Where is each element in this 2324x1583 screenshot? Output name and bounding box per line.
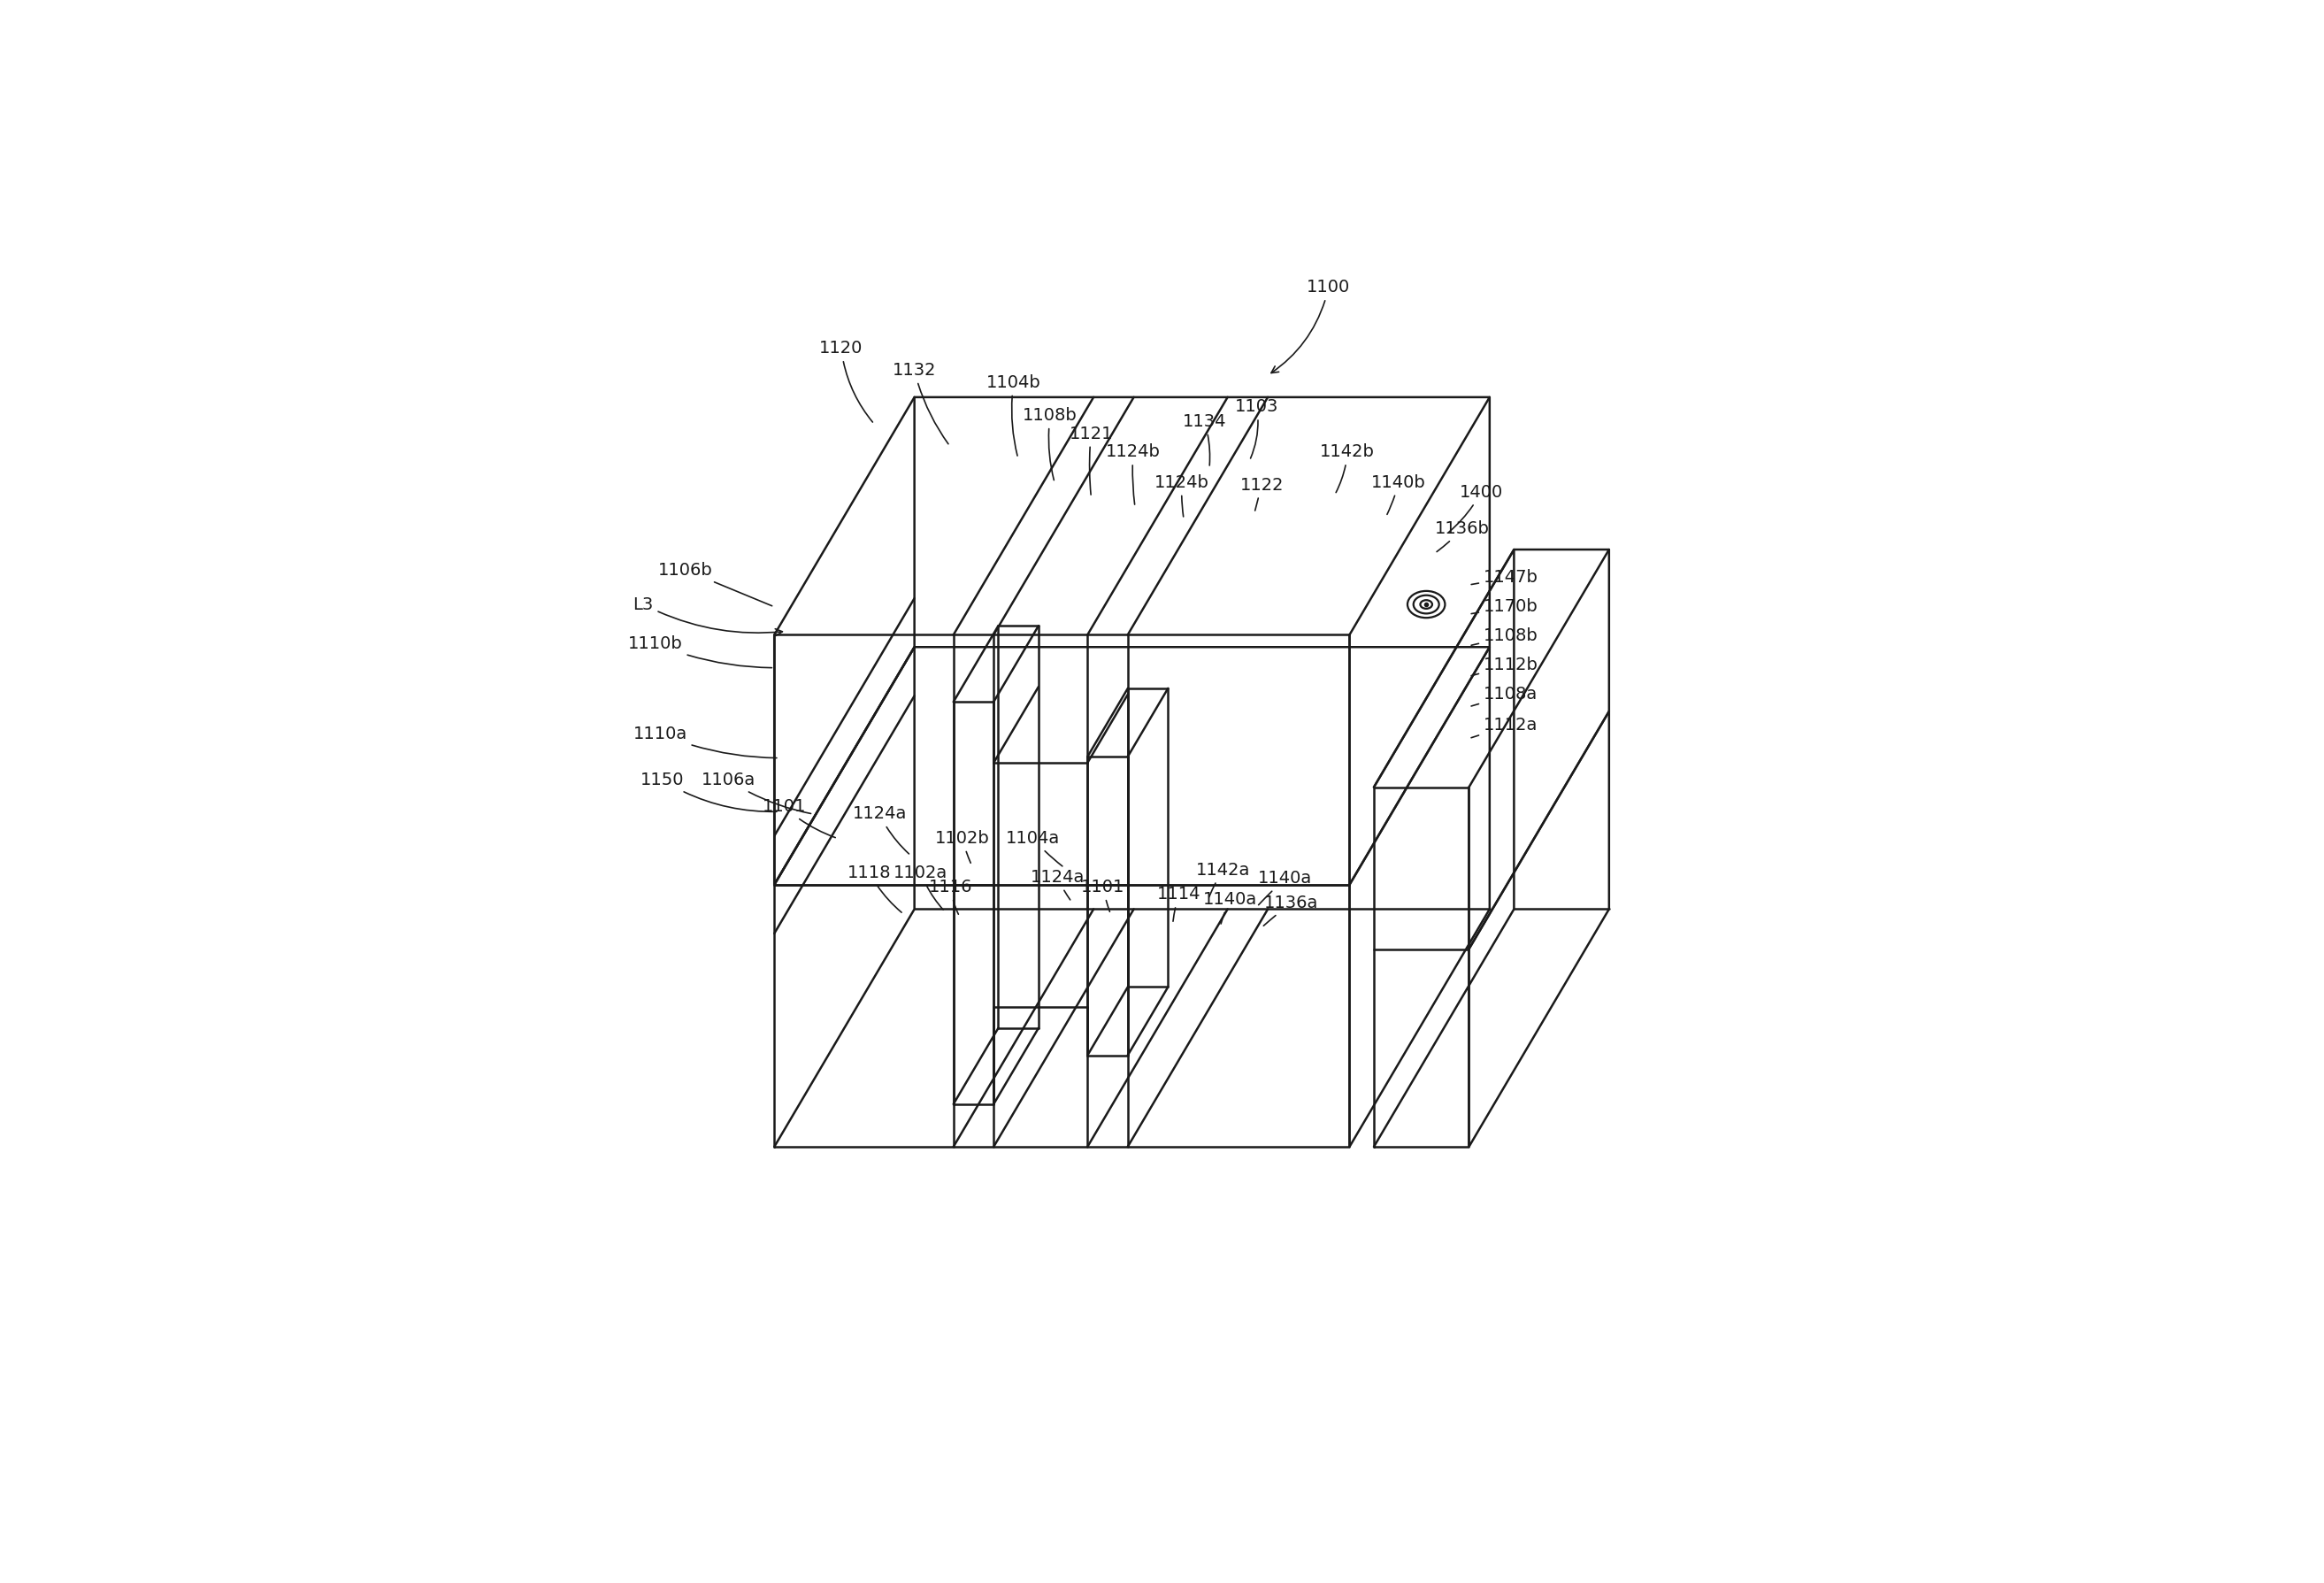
Text: 1106b: 1106b [658, 562, 772, 606]
Text: 1112a: 1112a [1471, 717, 1538, 738]
Text: 1118: 1118 [848, 864, 902, 912]
Text: 1142b: 1142b [1320, 443, 1376, 492]
Text: 1170b: 1170b [1471, 598, 1538, 616]
Text: 1116: 1116 [930, 879, 974, 915]
Text: 1110b: 1110b [627, 635, 772, 668]
Text: 1140a: 1140a [1204, 891, 1257, 924]
Text: 1124b: 1124b [1155, 473, 1208, 516]
Text: 1136a: 1136a [1264, 894, 1318, 926]
Text: 1108b: 1108b [1471, 628, 1538, 646]
Text: 1132: 1132 [892, 363, 948, 443]
Text: 1142a: 1142a [1197, 861, 1250, 898]
Text: 1114: 1114 [1157, 886, 1202, 921]
Text: 1101: 1101 [762, 798, 834, 837]
Text: 1108b: 1108b [1023, 407, 1078, 480]
Text: 1104b: 1104b [985, 374, 1041, 456]
Text: 1110a: 1110a [632, 725, 776, 758]
Text: 1134: 1134 [1183, 413, 1227, 465]
Text: L3: L3 [632, 595, 783, 636]
Text: 1112b: 1112b [1471, 657, 1538, 676]
Text: 1124a: 1124a [1030, 869, 1085, 899]
Text: 1120: 1120 [820, 340, 872, 423]
Text: 1150: 1150 [639, 771, 776, 812]
Text: 1124a: 1124a [853, 806, 909, 853]
Text: 1100: 1100 [1271, 279, 1350, 374]
Text: 1121: 1121 [1069, 426, 1113, 494]
Text: 1140a: 1140a [1257, 871, 1313, 905]
Text: 1102b: 1102b [934, 829, 990, 863]
Text: 1106a: 1106a [702, 771, 811, 814]
Text: 1140b: 1140b [1371, 473, 1427, 514]
Text: 1103: 1103 [1234, 399, 1278, 459]
Text: 1101: 1101 [1081, 879, 1125, 912]
Text: 1400: 1400 [1448, 484, 1504, 532]
Text: 1104a: 1104a [1006, 829, 1062, 866]
Text: 1124b: 1124b [1106, 443, 1160, 505]
Text: 1136b: 1136b [1434, 521, 1490, 552]
Text: 1108a: 1108a [1471, 685, 1538, 706]
Text: 1122: 1122 [1239, 476, 1283, 511]
Text: 1102a: 1102a [895, 864, 948, 910]
Text: 1147b: 1147b [1471, 570, 1538, 586]
